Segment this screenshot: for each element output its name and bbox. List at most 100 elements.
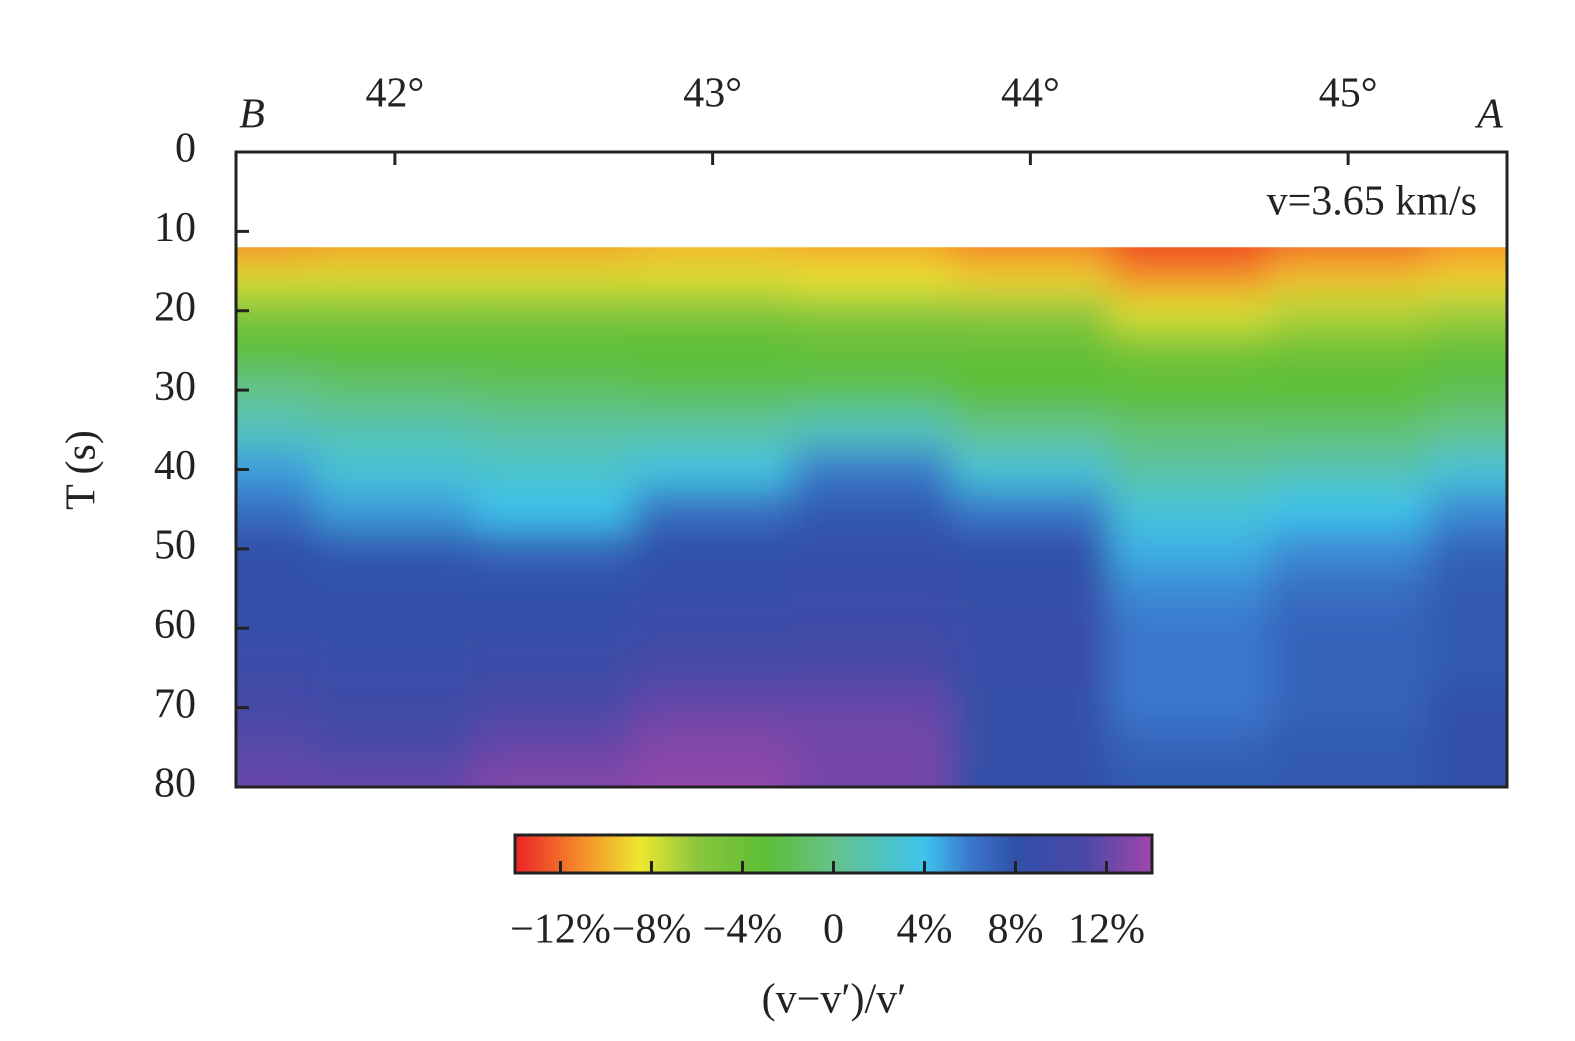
colorbar-tick-label: 12% bbox=[1068, 907, 1145, 953]
heatmap-cell bbox=[1109, 687, 1270, 729]
heatmap-cell bbox=[474, 568, 635, 610]
heatmap-cell bbox=[792, 529, 952, 570]
colorbar-tick-label: −12% bbox=[510, 907, 611, 953]
heatmap-cell bbox=[315, 489, 476, 531]
heatmap-cell bbox=[1268, 409, 1429, 451]
heatmap-cell bbox=[1427, 489, 1507, 531]
heatmap-cell bbox=[950, 330, 1111, 372]
y-tick-label: 70 bbox=[154, 681, 196, 727]
y-tick-label: 0 bbox=[175, 126, 196, 172]
heatmap-cell bbox=[1268, 294, 1429, 332]
heatmap-cell bbox=[633, 489, 794, 531]
heatmap-cell bbox=[474, 529, 635, 570]
heatmap-cell bbox=[792, 489, 952, 531]
heatmap-cell bbox=[1268, 648, 1429, 689]
heatmap-cell bbox=[792, 294, 952, 332]
heatmap-cell bbox=[474, 687, 635, 729]
heatmap-cell bbox=[1427, 529, 1507, 570]
heatmap-cell bbox=[1109, 568, 1270, 610]
heatmap-cell bbox=[633, 330, 794, 372]
heatmap-cell bbox=[236, 247, 317, 265]
heatmap-cell bbox=[633, 687, 794, 729]
heatmap-cell bbox=[792, 247, 952, 265]
y-tick-label: 80 bbox=[154, 761, 196, 807]
heatmap-cell bbox=[633, 449, 794, 491]
heatmap-cell bbox=[950, 568, 1111, 610]
x-tick-label: 43° bbox=[683, 71, 742, 117]
heatmap-cell bbox=[1268, 263, 1429, 296]
heatmap-cell bbox=[1427, 608, 1507, 650]
heatmap-cell bbox=[1109, 370, 1270, 411]
heatmap-cell bbox=[633, 409, 794, 451]
heatmap-cell bbox=[1109, 648, 1270, 689]
heatmap-cell bbox=[474, 608, 635, 650]
heatmap-cell bbox=[1109, 727, 1270, 769]
heatmap-cell bbox=[236, 687, 317, 729]
heatmap-cell bbox=[315, 330, 476, 372]
heatmap-cell bbox=[950, 529, 1111, 570]
colorbar-tick-label: −4% bbox=[703, 907, 783, 953]
heatmap-cell bbox=[792, 263, 952, 296]
heatmap-cell bbox=[1109, 449, 1270, 491]
y-tick-label: 10 bbox=[154, 205, 196, 251]
heatmap-cell bbox=[950, 767, 1111, 787]
heatmap-cell bbox=[474, 330, 635, 372]
x-tick-label: 42° bbox=[365, 71, 424, 117]
heatmap-cell bbox=[1268, 449, 1429, 491]
heatmap-cell bbox=[315, 648, 476, 689]
heatmap-cell bbox=[315, 767, 476, 787]
heatmap-cell bbox=[1109, 263, 1270, 296]
heatmap-cell bbox=[315, 608, 476, 650]
heatmap-cell bbox=[1427, 330, 1507, 372]
colorbar-tick-label: 4% bbox=[897, 907, 953, 953]
heatmap-cell bbox=[950, 489, 1111, 531]
heatmap-cell bbox=[315, 568, 476, 610]
heatmap-cell bbox=[1109, 529, 1270, 570]
annotation: v=3.65 km/s bbox=[1267, 179, 1477, 225]
heatmap-cell bbox=[1268, 727, 1429, 769]
left-end-label: B bbox=[239, 92, 265, 138]
y-tick-label: 30 bbox=[154, 364, 196, 410]
heatmap-cell bbox=[633, 247, 794, 265]
heatmap-cell bbox=[792, 370, 952, 411]
heatmap-cell bbox=[315, 263, 476, 296]
heatmap-cell bbox=[315, 247, 476, 265]
heatmap-cell bbox=[1268, 608, 1429, 650]
heatmap-cell bbox=[1427, 568, 1507, 610]
heatmap-cell bbox=[236, 370, 317, 411]
heatmap-cell bbox=[1427, 687, 1507, 729]
heatmap-cell bbox=[1268, 529, 1429, 570]
heatmap-cell bbox=[1268, 247, 1429, 265]
heatmap-cell bbox=[474, 294, 635, 332]
heatmap-cell bbox=[950, 608, 1111, 650]
heatmap-cell bbox=[1427, 727, 1507, 769]
heatmap-cell bbox=[1109, 409, 1270, 451]
heatmap-cell bbox=[315, 529, 476, 570]
heatmap-cell bbox=[474, 449, 635, 491]
heatmap-cell bbox=[1109, 608, 1270, 650]
heatmap bbox=[236, 247, 1507, 787]
colorbar-tick-label: −8% bbox=[612, 907, 692, 953]
heatmap-cell bbox=[315, 727, 476, 769]
y-tick-label: 50 bbox=[154, 523, 196, 569]
heatmap-cell bbox=[792, 648, 952, 689]
heatmap-cell bbox=[1268, 767, 1429, 787]
heatmap-cell bbox=[950, 727, 1111, 769]
heatmap-cell bbox=[633, 263, 794, 296]
heatmap-cell bbox=[474, 409, 635, 451]
heatmap-cell bbox=[792, 608, 952, 650]
heatmap-cell bbox=[633, 529, 794, 570]
y-axis-label: T (s) bbox=[59, 430, 105, 510]
heatmap-cell bbox=[236, 568, 317, 610]
colorbar-label: (v−v′)/v′ bbox=[762, 977, 907, 1023]
heatmap-cell bbox=[315, 370, 476, 411]
x-tick-label: 45° bbox=[1319, 71, 1378, 117]
heatmap-cell bbox=[236, 727, 317, 769]
heatmap-cell bbox=[633, 370, 794, 411]
heatmap-cell bbox=[1268, 330, 1429, 372]
heatmap-cell bbox=[633, 727, 794, 769]
heatmap-cell bbox=[1268, 370, 1429, 411]
heatmap-cell bbox=[474, 247, 635, 265]
heatmap-cell bbox=[792, 767, 952, 787]
heatmap-cell bbox=[792, 449, 952, 491]
